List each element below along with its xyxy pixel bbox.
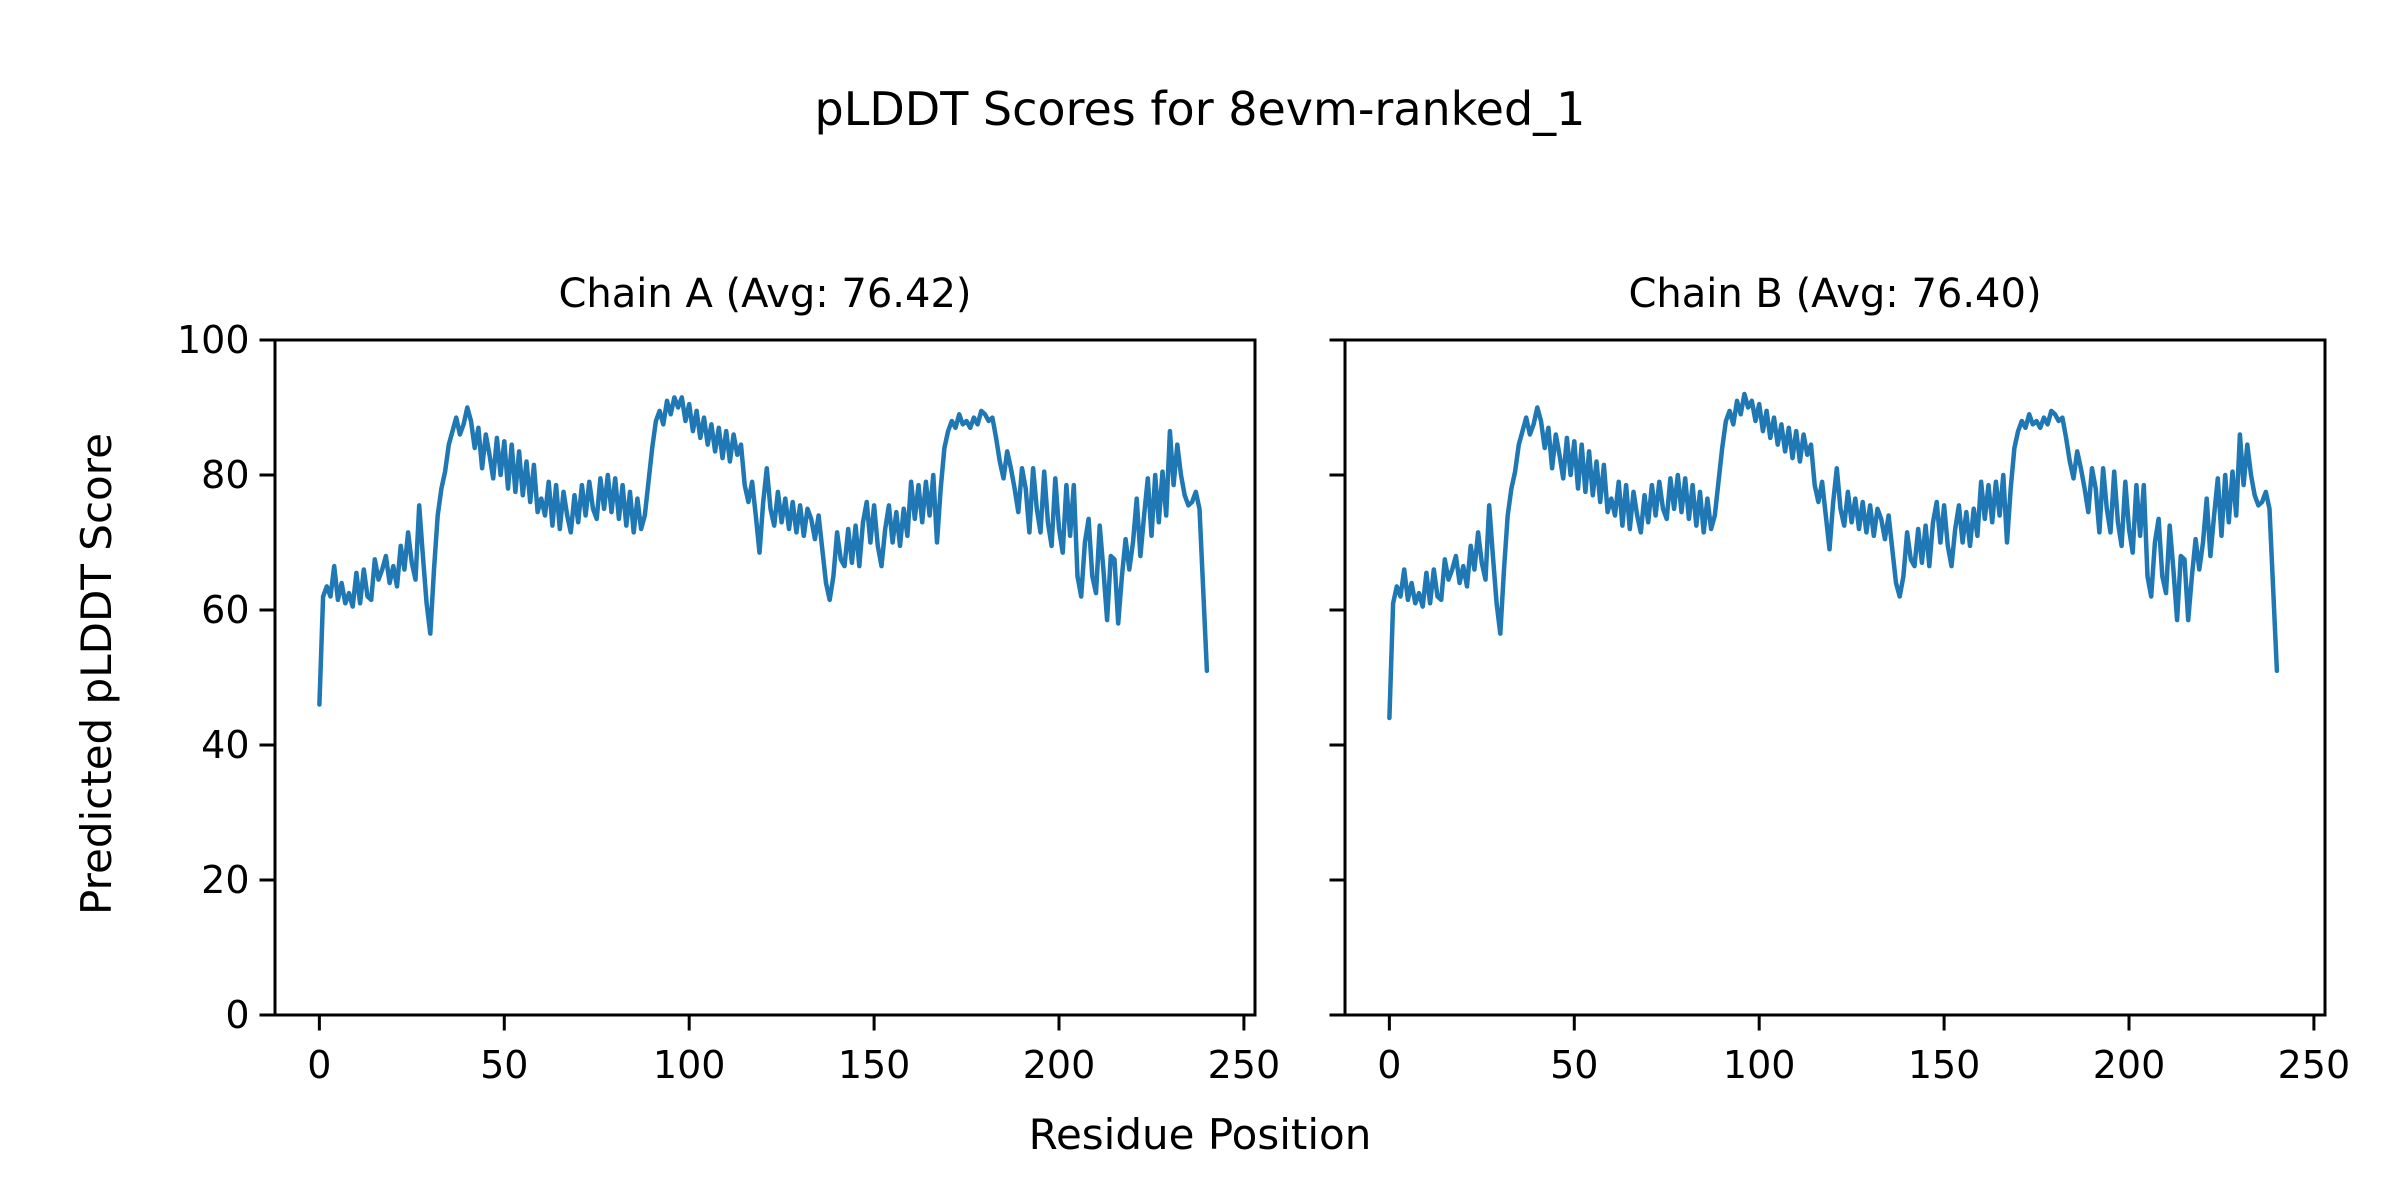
- chain-a-x-tick-label: 100: [652, 1043, 726, 1087]
- chain-b-spines: [1343, 338, 2327, 1017]
- figure-title: pLDDT Scores for 8evm-ranked_1: [814, 82, 1586, 136]
- plddt-line-chain-b: [1387, 391, 2280, 721]
- chain-a-y-tick-label: 20: [201, 858, 250, 902]
- chain-a-axes: [259, 338, 1257, 1031]
- chain-b-x-tick-label: 200: [2092, 1043, 2166, 1087]
- chain-b-x-tick-label: 150: [1907, 1043, 1981, 1087]
- chain-a-x-tick-label: 250: [1207, 1043, 1281, 1087]
- chain-a-y-tick-label: 60: [201, 588, 250, 632]
- chain-a-y-tick-label: 0: [225, 993, 250, 1037]
- chain-b-title: Chain B (Avg: 76.40): [1628, 271, 2042, 317]
- chain-a-x-tick-label: 150: [837, 1043, 911, 1087]
- plddt-line-chain-a: [317, 395, 1210, 707]
- chain-b-axes: [1329, 338, 2327, 1031]
- chain-b-x-tick-label: 250: [2277, 1043, 2351, 1087]
- chain-b-x-tick-label: 50: [1550, 1043, 1599, 1087]
- chain-a-x-tick-label: 0: [307, 1043, 332, 1087]
- chain-a-x-tick-label: 200: [1022, 1043, 1096, 1087]
- chain-b-x-tick-label: 100: [1722, 1043, 1796, 1087]
- chain-a-y-tick-label: 80: [201, 453, 250, 497]
- x-axis-label: Residue Position: [1028, 1110, 1372, 1159]
- chain-a-y-tick-label: 100: [176, 318, 250, 362]
- chain-a-x-tick-label: 50: [480, 1043, 529, 1087]
- chain-a-y-tick-label: 40: [201, 723, 250, 767]
- chain-a-title: Chain A (Avg: 76.42): [558, 271, 972, 317]
- chain-b-x-tick-label: 0: [1377, 1043, 1402, 1087]
- chain-a-spines: [273, 338, 1257, 1017]
